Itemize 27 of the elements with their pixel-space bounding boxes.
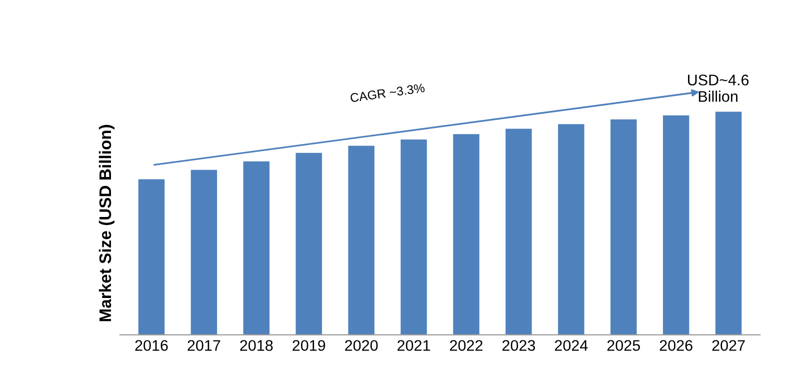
- x-tick-label: 2021: [398, 340, 430, 351]
- x-tick-label: 2024: [554, 340, 588, 351]
- bar: [243, 161, 270, 335]
- bar: [190, 170, 218, 335]
- x-tick-label: 2023: [502, 340, 536, 351]
- bar: [558, 124, 584, 335]
- x-tick-label: 2018: [240, 340, 273, 351]
- y-axis-title: Market Size (USD Billion): [98, 124, 114, 322]
- text: CAGR ~3.3%: [350, 83, 425, 102]
- x-tick-label: 2017: [188, 340, 220, 351]
- bar: [453, 134, 480, 335]
- bar: [138, 179, 165, 335]
- x-tick-label: 2027: [712, 340, 745, 351]
- bar: [348, 146, 374, 335]
- bar: [610, 119, 637, 335]
- x-tick-label: 2016: [135, 340, 168, 351]
- text: USD~4.6 Billion: [688, 74, 749, 102]
- bar: [715, 112, 742, 335]
- x-tick-label: 2025: [607, 340, 640, 351]
- x-tick-label: 2026: [660, 340, 692, 351]
- bar: [506, 128, 532, 335]
- bar: [296, 152, 322, 335]
- x-tick-label: 2020: [345, 340, 378, 351]
- bar: [400, 140, 427, 335]
- x-tick-label: 2019: [292, 340, 326, 351]
- x-tick-label: 2022: [450, 340, 482, 351]
- bar: [662, 115, 690, 335]
